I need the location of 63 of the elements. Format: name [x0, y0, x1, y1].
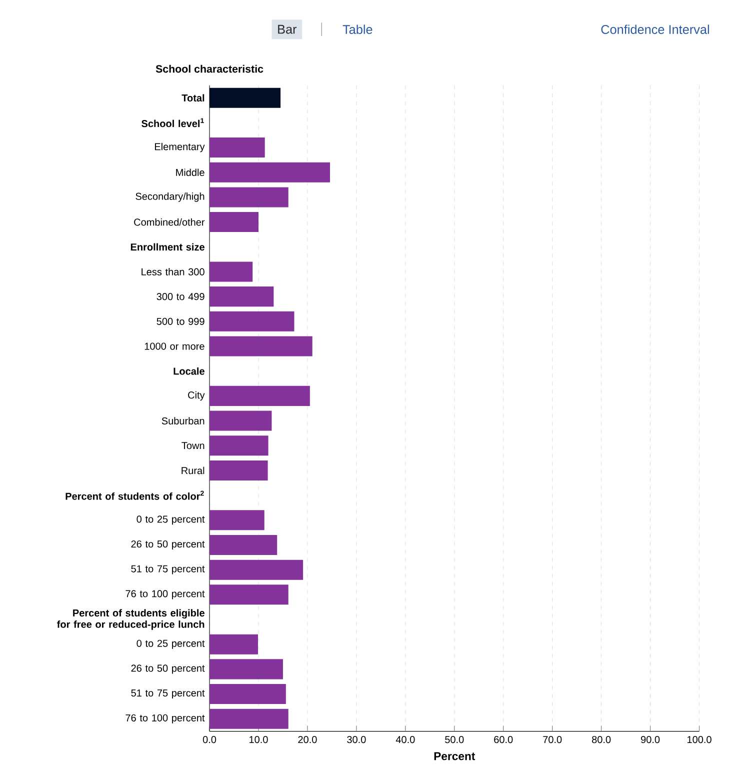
bar: [210, 708, 288, 729]
bar: [210, 436, 268, 456]
y-tick-label: Combined/other: [134, 218, 205, 226]
bar: [210, 262, 253, 282]
y-tick-label: 51 to 75 percent: [131, 690, 205, 699]
x-tick-label: 30.0: [347, 736, 366, 744]
bar: [210, 460, 268, 480]
y-tick-label: Elementary: [155, 142, 205, 152]
x-tick-label: 70.0: [543, 736, 562, 744]
bar: [210, 88, 281, 108]
bar: [210, 162, 330, 182]
x-tick-label: 50.0: [445, 736, 464, 744]
y-tick-label: 0 to 25 percent: [136, 516, 205, 525]
bar: [210, 311, 294, 332]
bar: [210, 410, 272, 431]
bar: [210, 187, 288, 208]
y-tick-label: City: [188, 391, 205, 401]
y-tick-label: Enrollment size: [130, 243, 204, 251]
text: Bar: [278, 24, 297, 34]
y-tick-label: 26 to 50 percent: [131, 540, 205, 550]
y-tick-label: Town: [182, 442, 204, 450]
x-tick-label: 90.0: [641, 736, 660, 744]
bar: [210, 336, 312, 356]
bar: [210, 286, 274, 307]
bar: [210, 138, 265, 158]
y-tick-label: Percent of students eligible for free or reduced-price lunch: [57, 609, 204, 630]
x-axis-title: Percent: [434, 752, 476, 760]
bar: [210, 534, 278, 555]
bar: [210, 659, 283, 680]
y-tick-label: 300 to 499: [156, 293, 204, 300]
y-tick-label: Less than 300: [142, 268, 204, 276]
y-tick-label: 0 to 25 percent: [136, 640, 205, 649]
x-tick-label: 60.0: [494, 736, 513, 744]
x-tick-label: 20.0: [298, 736, 317, 744]
bar: [210, 634, 258, 654]
text: Confidence Interval: [601, 24, 709, 34]
text: Table: [342, 24, 372, 34]
y-tick-label: 76 to 100 percent: [126, 714, 205, 724]
x-tick-label: 40.0: [396, 736, 415, 744]
x-tick-label: 0.0: [202, 736, 216, 744]
bar: [210, 510, 264, 530]
x-tick-label: 100.0: [688, 736, 712, 744]
y-tick-label: Secondary/high: [136, 192, 204, 202]
y-tick-label: Middle: [176, 168, 204, 176]
y-tick-label: School level$^{1}$: [142, 118, 204, 128]
x-tick-label: 80.0: [592, 736, 611, 744]
y-tick-label: 51 to 75 percent: [131, 565, 205, 574]
y-tick-label: Total: [182, 94, 204, 102]
x-tick-label: 10.0: [250, 736, 268, 744]
bar: [210, 584, 288, 605]
bar: [210, 684, 286, 704]
y-tick-label: Percent of students of color$^{2}$: [66, 490, 204, 500]
y-tick-label: 1000 or more: [144, 342, 204, 350]
bar: [210, 212, 259, 232]
y-tick-label: 76 to 100 percent: [126, 590, 205, 600]
y-tick-label: Locale: [174, 367, 204, 375]
y-axis-title: School characteristic: [156, 64, 264, 73]
y-tick-label: Suburban: [162, 417, 204, 424]
y-tick-label: Rural: [182, 466, 204, 474]
bar: [210, 560, 304, 580]
y-tick-label: 26 to 50 percent: [131, 664, 205, 674]
bar: [210, 386, 310, 406]
y-tick-label: 500 to 999: [156, 318, 204, 325]
